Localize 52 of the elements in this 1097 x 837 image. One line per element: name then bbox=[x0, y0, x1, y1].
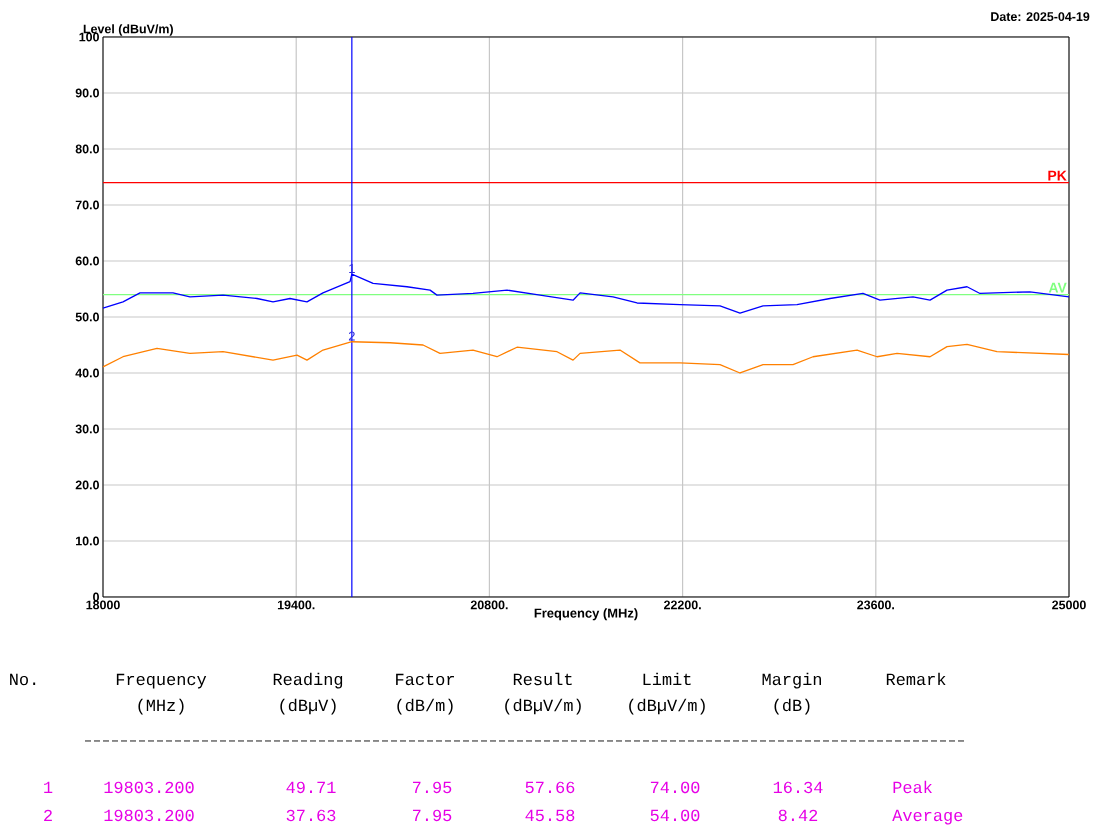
text: Peak bbox=[893, 780, 932, 794]
text: Average bbox=[892, 809, 963, 825]
x-axis-title: Frequency (MHz) bbox=[534, 608, 638, 621]
text: 37.63 bbox=[286, 809, 336, 822]
y-tick-label: 0 bbox=[93, 592, 99, 602]
text: Margin bbox=[762, 672, 821, 689]
text: 7.95 bbox=[412, 809, 452, 822]
text: (MHz) bbox=[138, 698, 184, 715]
text: No. bbox=[10, 673, 36, 686]
y-tick-label: 100 bbox=[79, 32, 99, 42]
text: 19803.200 bbox=[104, 809, 194, 822]
x-tick-label: 20800. bbox=[470, 600, 508, 610]
x-tick-label: 22200. bbox=[664, 600, 701, 610]
text: 54.00 bbox=[650, 809, 700, 822]
x-tick-label: 25000 bbox=[1052, 600, 1086, 610]
text: 1 bbox=[44, 781, 53, 793]
text: 45.58 bbox=[525, 809, 575, 822]
text: 57.66 bbox=[525, 781, 575, 794]
ref-line-label: AV bbox=[1048, 282, 1067, 293]
y-tick-label: 60.0 bbox=[75, 256, 99, 266]
text: (dBµV) bbox=[280, 698, 336, 715]
y-tick-label: 80.0 bbox=[75, 144, 99, 154]
y-tick-label: 30.0 bbox=[75, 424, 99, 434]
y-tick-label: 20.0 bbox=[75, 480, 99, 490]
text: 74.00 bbox=[650, 781, 700, 794]
text: Limit bbox=[643, 672, 691, 686]
ref-line-label: PK bbox=[1048, 170, 1067, 181]
y-tick-label: 10.0 bbox=[76, 536, 99, 546]
x-tick-label: 19400. bbox=[277, 600, 315, 610]
text: 2 bbox=[44, 809, 52, 821]
x-tick-label: 23600. bbox=[857, 600, 894, 610]
y-tick-label: 50.0 bbox=[75, 312, 99, 322]
text: Remark bbox=[886, 672, 946, 686]
y-tick-label: 70.0 bbox=[75, 200, 99, 210]
y-tick-label: 40.0 bbox=[75, 368, 99, 378]
text: (dBµV/m) bbox=[505, 698, 581, 715]
text: 49.71 bbox=[286, 781, 336, 794]
text: Date: 2025-04-19 bbox=[991, 12, 1090, 22]
y-tick-label: 90.0 bbox=[75, 88, 99, 98]
x-tick-label: 18000 bbox=[86, 600, 120, 610]
line-series bbox=[102, 341, 1070, 374]
text: 8.42 bbox=[778, 809, 818, 822]
text: Factor bbox=[396, 673, 454, 686]
text: (dB) bbox=[774, 698, 810, 715]
text: Reading bbox=[273, 672, 343, 689]
text: Result bbox=[513, 672, 572, 686]
text: (dBµV/m) bbox=[629, 698, 705, 715]
text: Frequency bbox=[116, 673, 207, 689]
text: 16.34 bbox=[773, 781, 823, 794]
text: (dB/m) bbox=[397, 698, 453, 715]
text: 7.95 bbox=[412, 781, 452, 794]
text: 19803.200 bbox=[104, 781, 194, 794]
